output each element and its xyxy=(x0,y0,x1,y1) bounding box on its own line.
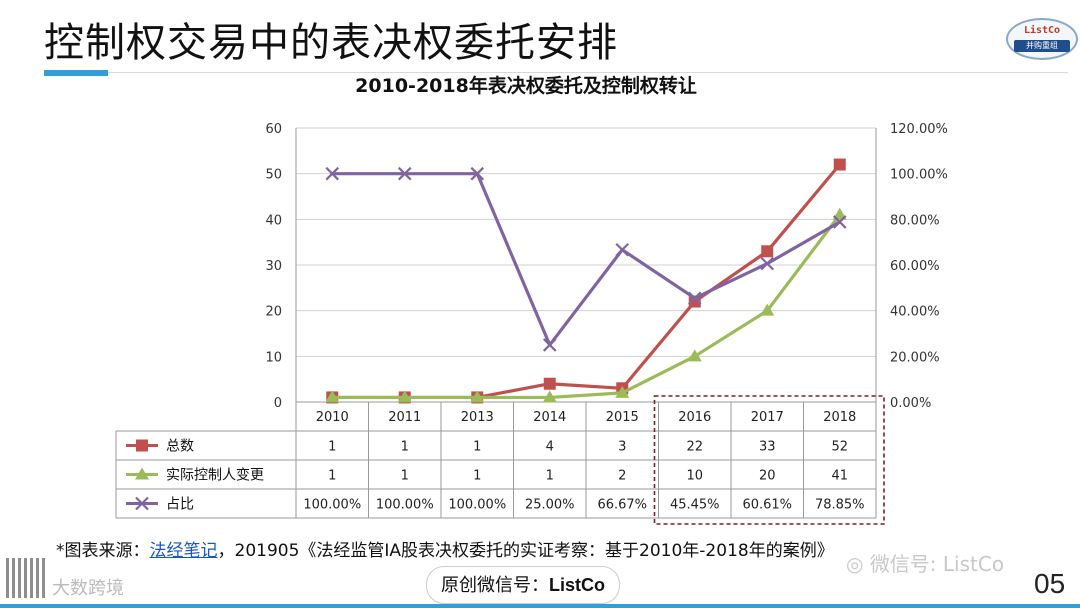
data-label: 10 xyxy=(686,469,703,484)
y-left-tick-label: 60 xyxy=(265,122,282,137)
x-tick-label: 2016 xyxy=(678,410,711,425)
y-right-tick-label: 100.00% xyxy=(890,168,948,183)
series-line-2 xyxy=(332,213,842,400)
data-label: 1 xyxy=(473,440,481,455)
y-right-tick-label: 20.00% xyxy=(890,350,940,365)
data-label: 100.00% xyxy=(376,498,434,513)
y-right-tick-label: 60.00% xyxy=(890,259,940,274)
x-tick-label: 2011 xyxy=(388,410,421,425)
series-2-point xyxy=(687,349,702,362)
data-label: 33 xyxy=(759,440,776,455)
series-2-point xyxy=(615,385,630,398)
series-3-point xyxy=(832,215,847,229)
data-label: 1 xyxy=(328,440,336,455)
qr-code-icon xyxy=(6,558,46,598)
title-accent-bar xyxy=(44,70,108,76)
data-label: 45.45% xyxy=(670,498,720,513)
data-label: 25.00% xyxy=(525,498,575,513)
page-number: 05 xyxy=(1034,568,1066,599)
x-tick-label: 2017 xyxy=(751,410,784,425)
series-2-point xyxy=(397,390,412,403)
legend-marker xyxy=(135,467,149,480)
series-3-point xyxy=(470,166,485,181)
data-label: 66.67% xyxy=(597,498,647,513)
series-2-point xyxy=(760,303,775,316)
source-link[interactable]: 法经笔记 xyxy=(149,541,218,561)
series-3-point xyxy=(760,256,775,271)
series-3-point xyxy=(397,166,412,181)
series-1-point xyxy=(833,158,846,171)
series-3-point xyxy=(615,242,630,257)
series-line-1 xyxy=(332,163,841,400)
data-label: 100.00% xyxy=(448,498,506,513)
data-label: 100.00% xyxy=(303,498,361,513)
y-left-tick-label: 10 xyxy=(265,350,282,365)
y-left-tick-label: 40 xyxy=(265,213,282,228)
watermark-right-text: 微信号: ListCo xyxy=(869,552,1005,576)
x-tick-label: 2013 xyxy=(461,410,494,425)
series-line-3 xyxy=(332,172,841,347)
data-label: 1 xyxy=(401,440,409,455)
series-3-point xyxy=(325,166,340,181)
watermark-left: 大数跨境 xyxy=(52,578,124,599)
y-right-tick-label: 40.00% xyxy=(890,305,940,320)
listco-logo: ListCo 并购重组 xyxy=(1006,18,1078,60)
data-label: 1 xyxy=(401,469,409,484)
badge-prefix: 原创微信号： xyxy=(441,575,549,596)
y-right-tick-label: 0.00% xyxy=(890,396,931,411)
series-1-point xyxy=(761,245,774,258)
y-left-tick-label: 30 xyxy=(265,259,282,274)
logo-subtext: 并购重组 xyxy=(1014,40,1070,52)
y-right-tick-label: 120.00% xyxy=(890,122,948,137)
series-2-point xyxy=(325,390,340,403)
data-label: 2 xyxy=(618,469,626,484)
series-2-point xyxy=(832,207,847,220)
y-right-tick-label: 80.00% xyxy=(890,213,940,228)
y-left-tick-label: 20 xyxy=(265,305,282,320)
data-label: 41 xyxy=(831,469,848,484)
y-left-tick-label: 50 xyxy=(265,168,282,183)
data-label: 20 xyxy=(759,469,776,484)
y-left-tick-label: 0 xyxy=(274,396,282,411)
data-label: 1 xyxy=(473,469,481,484)
data-label: 78.85% xyxy=(815,498,865,513)
bottom-accent-bar xyxy=(0,604,1080,608)
x-tick-label: 2014 xyxy=(533,410,566,425)
series-3-point xyxy=(542,338,557,352)
data-label: 1 xyxy=(328,469,336,484)
series-1-point xyxy=(543,377,556,390)
series-3-point xyxy=(687,291,702,306)
data-label: 60.61% xyxy=(742,498,792,513)
x-tick-label: 2018 xyxy=(823,410,856,425)
legend-label: 占比 xyxy=(166,497,194,513)
chart-source: *图表来源：法经笔记，201905《法经监管IA股表决权委托的实证考察：基于20… xyxy=(56,536,834,561)
watermark-right: ◎ 微信号: ListCo xyxy=(846,548,1004,577)
data-label: 22 xyxy=(686,440,703,455)
source-prefix: *图表来源： xyxy=(56,541,150,561)
wechat-icon: ◎ xyxy=(846,552,870,576)
legend-label: 总数 xyxy=(166,439,194,455)
data-label: 52 xyxy=(831,440,848,455)
x-tick-label: 2010 xyxy=(316,410,349,425)
series-2-point xyxy=(542,390,557,403)
legend-marker xyxy=(135,496,149,511)
chart-title: 2010-2018年表决权委托及控制权转让 xyxy=(355,74,697,97)
page-title: 控制权交易中的表决权委托安排 xyxy=(44,20,618,66)
data-label: 1 xyxy=(546,469,554,484)
title-divider xyxy=(108,72,1068,73)
source-suffix: ，201905《法经监管IA股表决权委托的实证考察：基于2010年-2018年的… xyxy=(217,541,834,561)
badge-name: ListCo xyxy=(549,575,605,595)
data-label: 3 xyxy=(618,440,626,455)
legend-marker xyxy=(136,439,148,452)
legend-label: 实际控制人变更 xyxy=(166,468,264,484)
chart: 2010-2018年表决权委托及控制权转让 0 10 20 30 40 50 60 0.00% 2… xyxy=(115,74,948,525)
logo-text: ListCo xyxy=(1023,25,1061,36)
highlight-box xyxy=(653,395,885,525)
wechat-account-badge: 原创微信号：ListCo xyxy=(426,566,620,604)
series-2-point xyxy=(470,390,485,403)
data-label: 4 xyxy=(546,440,554,455)
x-tick-label: 2015 xyxy=(606,410,639,425)
